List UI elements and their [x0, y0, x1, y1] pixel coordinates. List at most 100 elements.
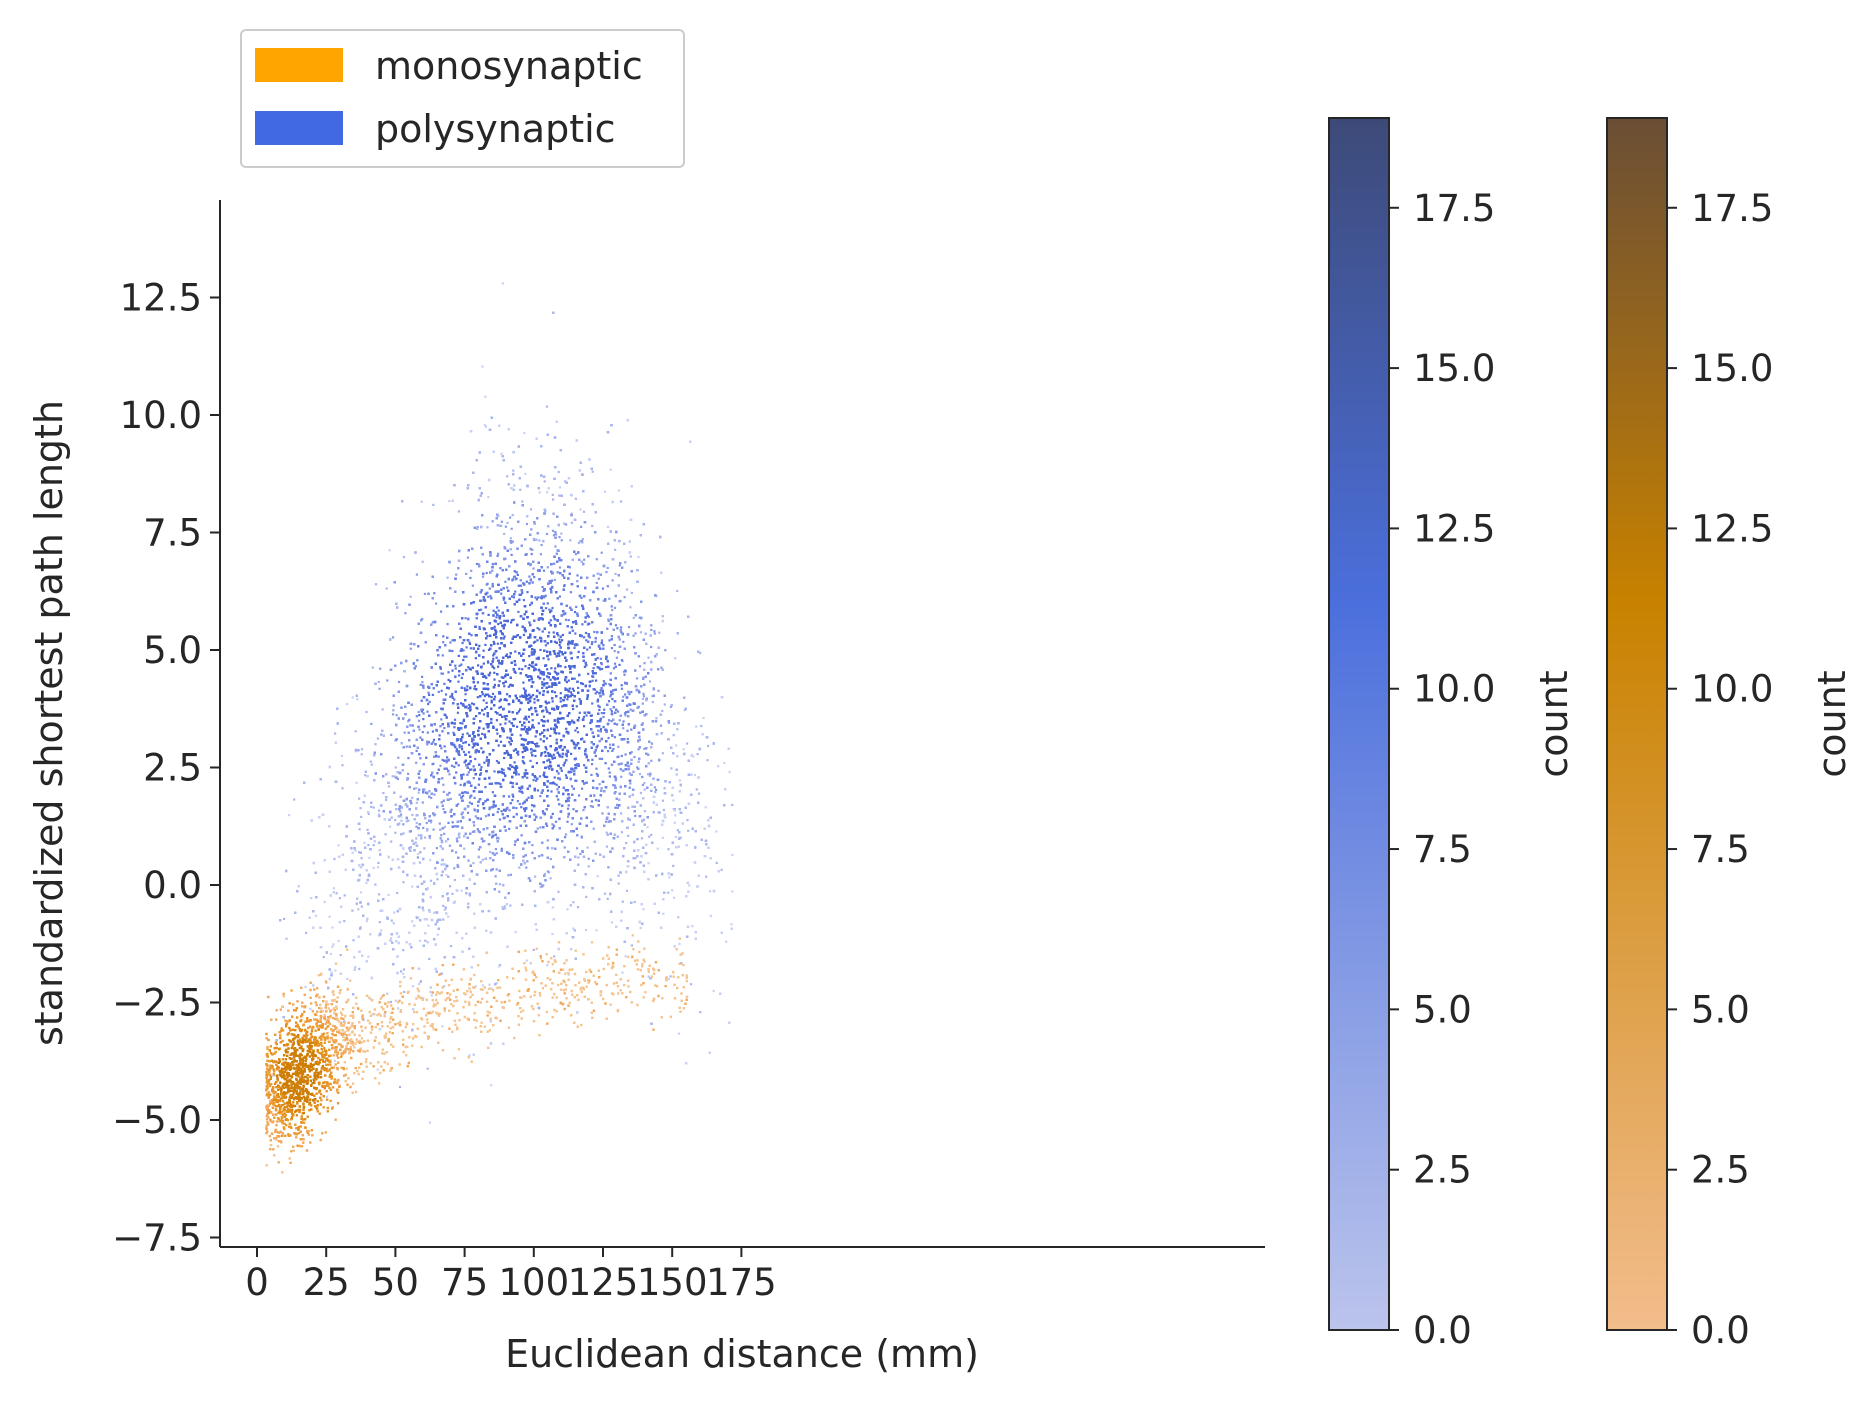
density-cell-polysynaptic — [560, 744, 563, 748]
density-cell-polysynaptic — [331, 926, 334, 929]
density-cell-polysynaptic — [462, 773, 465, 776]
density-cell-polysynaptic — [453, 765, 456, 768]
density-cell-polysynaptic — [521, 668, 524, 671]
density-cell-polysynaptic — [627, 834, 630, 837]
density-cell-polysynaptic — [630, 591, 633, 594]
density-cell-polysynaptic — [519, 720, 522, 724]
density-cell-polysynaptic — [341, 764, 344, 767]
density-cell-polysynaptic — [547, 658, 550, 661]
density-cell-polysynaptic — [582, 809, 585, 812]
density-cell-polysynaptic — [364, 774, 367, 777]
density-cell-polysynaptic — [339, 954, 342, 957]
density-cell-polysynaptic — [640, 837, 644, 840]
density-cell-polysynaptic — [525, 522, 529, 526]
density-cell-polysynaptic — [519, 695, 522, 698]
density-cell-polysynaptic — [436, 918, 439, 921]
density-cell-polysynaptic — [542, 715, 546, 718]
density-cell-polysynaptic — [460, 663, 463, 666]
density-cell-polysynaptic — [449, 641, 452, 644]
density-cell-polysynaptic — [623, 596, 626, 599]
density-cell-polysynaptic — [637, 555, 640, 559]
density-cell-polysynaptic — [504, 722, 507, 725]
density-cell-polysynaptic — [398, 1085, 402, 1089]
density-cell-polysynaptic — [445, 874, 448, 877]
density-cell-polysynaptic — [609, 746, 612, 749]
density-cell-polysynaptic — [522, 855, 525, 858]
density-cell-polysynaptic — [603, 712, 606, 715]
density-cell-polysynaptic — [548, 631, 551, 634]
density-cell-polysynaptic — [563, 856, 566, 859]
density-cell-polysynaptic — [489, 671, 492, 674]
density-cell-polysynaptic — [587, 857, 590, 860]
density-cell-polysynaptic — [440, 839, 443, 842]
density-cell-polysynaptic — [566, 908, 569, 911]
density-cell-polysynaptic — [625, 841, 628, 845]
density-cell-polysynaptic — [643, 810, 646, 813]
density-cell-polysynaptic — [446, 756, 449, 759]
density-cell-polysynaptic — [523, 725, 527, 728]
density-cell-polysynaptic — [653, 786, 656, 789]
density-cell-polysynaptic — [532, 537, 535, 540]
density-cell-polysynaptic — [615, 656, 618, 659]
density-cell-polysynaptic — [508, 827, 511, 830]
density-cell-polysynaptic — [378, 921, 381, 924]
density-cell-polysynaptic — [606, 897, 609, 900]
density-cell-polysynaptic — [518, 802, 521, 806]
density-cell-polysynaptic — [553, 955, 556, 958]
density-cell-polysynaptic — [484, 707, 487, 710]
density-cell-polysynaptic — [369, 760, 372, 763]
density-cell-polysynaptic — [450, 808, 453, 811]
density-cell-polysynaptic — [581, 541, 584, 544]
density-cell-polysynaptic — [532, 779, 535, 782]
density-cell-polysynaptic — [686, 742, 689, 745]
density-cell-polysynaptic — [720, 868, 723, 871]
density-cell-polysynaptic — [493, 625, 496, 628]
density-cell-polysynaptic — [415, 837, 418, 840]
density-cell-polysynaptic — [462, 649, 465, 652]
density-cell-polysynaptic — [548, 701, 551, 704]
density-cell-polysynaptic — [602, 599, 605, 602]
density-cell-polysynaptic — [557, 798, 560, 801]
density-cell-polysynaptic — [473, 796, 476, 799]
density-cell-polysynaptic — [480, 608, 483, 611]
density-cell-polysynaptic — [560, 532, 563, 535]
density-cell-polysynaptic — [610, 605, 613, 608]
density-cell-polysynaptic — [589, 714, 592, 717]
density-cell-polysynaptic — [539, 738, 542, 741]
density-cell-polysynaptic — [283, 917, 286, 920]
density-cell-polysynaptic — [481, 984, 484, 987]
density-cell-polysynaptic — [432, 738, 436, 741]
density-cell-polysynaptic — [503, 905, 506, 908]
density-cell-polysynaptic — [576, 574, 579, 577]
density-cell-polysynaptic — [480, 747, 483, 750]
density-cell-polysynaptic — [446, 838, 450, 841]
density-cell-polysynaptic — [471, 702, 474, 705]
density-cell-polysynaptic — [553, 782, 556, 785]
density-cell-polysynaptic — [669, 975, 672, 978]
density-cell-polysynaptic — [556, 707, 559, 710]
density-cell-polysynaptic — [390, 937, 393, 940]
density-cell-polysynaptic — [574, 779, 577, 782]
density-cell-polysynaptic — [448, 844, 451, 847]
density-cell-polysynaptic — [485, 705, 488, 709]
density-cell-polysynaptic — [329, 952, 332, 956]
density-cell-polysynaptic — [552, 512, 555, 515]
density-cell-polysynaptic — [637, 748, 640, 751]
density-cell-polysynaptic — [489, 857, 492, 860]
density-cell-polysynaptic — [367, 955, 370, 958]
density-cell-polysynaptic — [530, 653, 533, 656]
density-cell-polysynaptic — [617, 489, 620, 492]
density-cell-polysynaptic — [646, 773, 649, 776]
density-cell-polysynaptic — [655, 788, 658, 791]
density-cell-polysynaptic — [697, 792, 701, 795]
density-cell-polysynaptic — [650, 742, 653, 745]
density-cell-polysynaptic — [569, 691, 573, 694]
density-cell-polysynaptic — [442, 783, 445, 786]
density-cell-polysynaptic — [491, 791, 494, 794]
density-cell-polysynaptic — [429, 821, 433, 824]
density-cell-polysynaptic — [594, 799, 598, 802]
density-cell-polysynaptic — [394, 766, 397, 769]
density-cell-polysynaptic — [469, 576, 472, 579]
density-cell-polysynaptic — [343, 920, 346, 923]
density-cell-polysynaptic — [429, 879, 433, 882]
